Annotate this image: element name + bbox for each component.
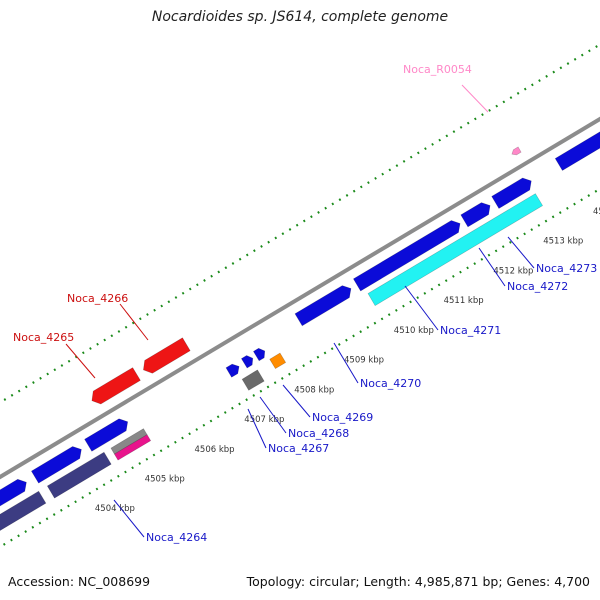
gene-label-noca-4268: Noca_4268 <box>288 427 349 440</box>
tick-label-4514-kbp: 4514 kbp <box>593 207 600 217</box>
genome-title: Nocardioides sp. JS614, complete genome <box>151 9 449 25</box>
tick-label-4506-kbp: 4506 kbp <box>195 445 235 455</box>
gene-label-noca-4266: Noca_4266 <box>67 292 128 305</box>
leader-line-noca-4272 <box>478 247 506 287</box>
gene-label-noca-4264: Noca_4264 <box>146 531 207 544</box>
gc-track-upper <box>0 43 600 404</box>
gene-label-noca-4272: Noca_4272 <box>507 280 568 293</box>
tick-label-4507-kbp: 4507 kbp <box>244 415 284 425</box>
cds-noca-4266 <box>143 337 191 374</box>
cds-dark-left <box>0 490 47 531</box>
cds-dark-noca-4264 <box>46 451 112 499</box>
cds-noca-4273-forward <box>491 177 532 209</box>
leader-line-noca-4271 <box>404 285 439 331</box>
cds-noca-4268-small <box>240 355 254 369</box>
cds-noca-4271-forward <box>352 220 461 292</box>
tick-label-4504-kbp: 4504 kbp <box>95 504 135 514</box>
cds-noca-4269-small <box>252 347 266 362</box>
cds-noca-4265 <box>91 367 141 405</box>
genome-backbone <box>0 116 600 480</box>
tick-label-4512-kbp: 4512 kbp <box>493 266 533 276</box>
tick-label-4513-kbp: 4513 kbp <box>543 237 583 247</box>
topology-text: Topology: circular; Length: 4,985,871 bp… <box>246 574 590 589</box>
feature-grey-4267 <box>241 369 265 391</box>
gc-track-lower <box>0 187 600 549</box>
accession-text: Accession: NC_008699 <box>8 574 151 589</box>
cds-noca-4264 <box>30 446 82 484</box>
gene-label-noca-4269: Noca_4269 <box>312 411 373 424</box>
leader-line-noca-4273 <box>507 236 535 269</box>
leader-line-noca-r0054 <box>461 84 489 113</box>
leader-line-noca-4268 <box>259 396 287 434</box>
cds-noca-4270 <box>294 285 352 327</box>
leader-line-noca-4264 <box>113 499 145 538</box>
gene-label-noca-4271: Noca_4271 <box>440 324 501 337</box>
gene-label-noca-4270: Noca_4270 <box>360 377 421 390</box>
gene-label-noca-r0054: Noca_R0054 <box>403 63 472 76</box>
cds-forward-right <box>554 131 600 171</box>
rrna-noca-4271 <box>367 193 544 307</box>
gene-label-noca-4267: Noca_4267 <box>268 442 329 455</box>
cds-noca-4272-forward <box>460 202 491 228</box>
misc-feature-pink <box>113 434 152 461</box>
cds-forward-left <box>0 478 27 507</box>
tick-label-4509-kbp: 4509 kbp <box>344 356 384 366</box>
leader-line-noca-4269 <box>282 384 311 418</box>
gene-label-noca-4273: Noca_4273 <box>536 262 597 275</box>
gene-label-noca-4265: Noca_4265 <box>13 331 74 344</box>
tick-label-4505-kbp: 4505 kbp <box>145 475 185 485</box>
feature-orange-4269 <box>269 352 287 370</box>
leader-line-noca-4270 <box>333 342 359 384</box>
cds-forward-2 <box>84 418 129 452</box>
leader-line-noca-4266 <box>119 303 149 341</box>
tick-label-4508-kbp: 4508 kbp <box>294 385 334 395</box>
leader-line-noca-4267 <box>247 408 267 449</box>
tick-label-4510-kbp: 4510 kbp <box>394 326 434 336</box>
leader-line-noca-4265 <box>65 343 96 379</box>
tick-label-4511-kbp: 4511 kbp <box>444 296 484 306</box>
cds-noca-4267 <box>225 363 240 378</box>
rna-noca-r0054 <box>511 146 522 156</box>
